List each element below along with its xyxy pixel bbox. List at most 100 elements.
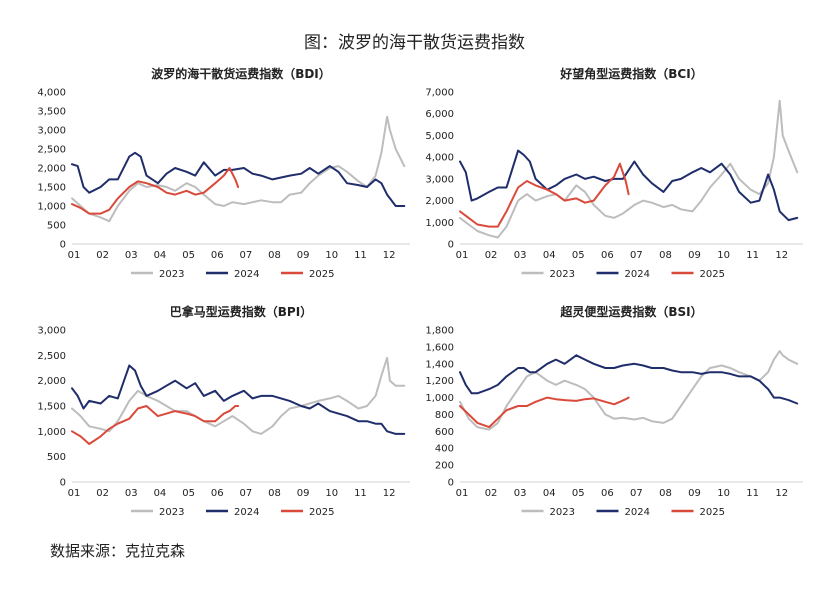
- chart-panel-bdi: 波罗的海干散货运费指数（BDI） 0 500 1,000 1,500 2,000 2,500…: [30, 60, 415, 290]
- x-tick-label: 01: [68, 488, 81, 499]
- x-tick-label: 12: [775, 488, 788, 499]
- x-tick-label: 10: [717, 488, 730, 499]
- y-tick-label: 4,000: [37, 88, 66, 99]
- y-tick-label: 1,000: [425, 218, 454, 229]
- legend-label-2023: 2023: [159, 507, 184, 518]
- x-tick-label: 11: [354, 488, 367, 499]
- y-tick-label: 0: [60, 240, 66, 251]
- y-tick-label: 4,000: [425, 153, 454, 164]
- x-tick-label: 03: [514, 250, 527, 261]
- chart-title-bci: 好望角型运费指数（BCI）: [559, 66, 702, 81]
- legend-label-2024: 2024: [234, 269, 259, 280]
- legend-label-2025: 2025: [309, 269, 334, 280]
- x-tick-label: 09: [688, 488, 701, 499]
- x-tick-label: 02: [485, 250, 498, 261]
- chart-title-bpi: 巴拿马型运费指数（BPI）: [170, 304, 312, 319]
- chart-title-bsi: 超灵便型运费指数（BSI）: [559, 304, 702, 319]
- y-tick-label: 500: [47, 221, 66, 232]
- y-tick-label: 1,600: [425, 342, 454, 353]
- y-tick-label: 0: [448, 478, 454, 489]
- x-tick-label: 04: [154, 488, 167, 499]
- x-tick-label: 09: [297, 250, 310, 261]
- x-tick-label: 01: [456, 488, 469, 499]
- y-tick-label: 2,000: [37, 164, 66, 175]
- legend-label-2025: 2025: [700, 269, 725, 280]
- y-tick-label: 3,000: [37, 126, 66, 137]
- series-line-2023: [71, 356, 406, 435]
- y-tick-label: 6,000: [425, 109, 454, 120]
- x-tick-label: 11: [746, 488, 759, 499]
- y-tick-label: 400: [435, 444, 454, 455]
- y-tick-label: 5,000: [425, 131, 454, 142]
- y-tick-label: 2,000: [425, 196, 454, 207]
- y-tick-label: 2,000: [37, 376, 66, 387]
- y-tick-label: 2,500: [37, 351, 66, 362]
- legend-label-2025: 2025: [700, 507, 725, 518]
- y-tick-label: 1,000: [37, 427, 66, 438]
- series-line-2023: [459, 350, 799, 431]
- series-line-2024: [71, 364, 406, 435]
- x-tick-label: 03: [125, 488, 138, 499]
- legend-label-2024: 2024: [625, 269, 650, 280]
- x-tick-label: 08: [268, 488, 281, 499]
- x-tick-label: 10: [325, 488, 338, 499]
- y-tick-label: 800: [435, 410, 454, 421]
- x-tick-label: 06: [601, 488, 614, 499]
- x-tick-label: 02: [96, 250, 109, 261]
- y-tick-label: 1,000: [425, 393, 454, 404]
- series-line-2024: [71, 151, 406, 207]
- legend-label-2025: 2025: [309, 507, 334, 518]
- y-tick-label: 200: [435, 461, 454, 472]
- x-tick-label: 08: [659, 488, 672, 499]
- series-line-2024: [459, 149, 799, 222]
- series-line-2023: [459, 99, 799, 239]
- x-tick-label: 10: [325, 250, 338, 261]
- source-note: 数据来源：克拉克森: [50, 542, 186, 560]
- x-tick-label: 02: [96, 488, 109, 499]
- y-tick-label: 3,000: [425, 174, 454, 185]
- y-tick-label: 1,500: [37, 183, 66, 194]
- x-tick-label: 05: [182, 250, 195, 261]
- x-tick-label: 11: [746, 250, 759, 261]
- y-tick-label: 0: [60, 478, 66, 489]
- x-tick-label: 05: [572, 488, 585, 499]
- y-tick-label: 600: [435, 427, 454, 438]
- x-tick-label: 11: [354, 250, 367, 261]
- x-tick-label: 10: [717, 250, 730, 261]
- x-tick-label: 03: [125, 250, 138, 261]
- y-tick-label: 0: [448, 240, 454, 251]
- chart-bdi: 波罗的海干散货运费指数（BDI） 0 500 1,000 1,500 2,000 2,500…: [37, 66, 410, 280]
- y-tick-label: 1,000: [37, 202, 66, 213]
- series-line-2024: [459, 354, 799, 405]
- y-tick-label: 2,500: [37, 145, 66, 156]
- x-tick-label: 12: [775, 250, 788, 261]
- x-tick-label: 07: [630, 250, 643, 261]
- chart-bci: 好望角型运费指数（BCI） 0 1,000 2,000 3,000 4,000 5,000 6…: [425, 66, 803, 280]
- x-tick-label: 06: [211, 250, 224, 261]
- x-tick-label: 04: [543, 488, 556, 499]
- x-tick-label: 09: [297, 488, 310, 499]
- legend-label-2023: 2023: [550, 507, 575, 518]
- chart-panel-bpi: 巴拿马型运费指数（BPI） 0 500 1,000 1,500 2,000 2,500 3,0…: [30, 298, 415, 528]
- y-tick-label: 3,500: [37, 107, 66, 118]
- x-tick-label: 08: [268, 250, 281, 261]
- chart-bsi: 超灵便型运费指数（BSI） 0 200 400 600 800 1,000 1,200 1,40…: [425, 304, 803, 518]
- y-tick-label: 7,000: [425, 88, 454, 99]
- chart-panel-bsi: 超灵便型运费指数（BSI） 0 200 400 600 800 1,000 1,200 1,40…: [418, 298, 808, 528]
- x-tick-label: 08: [659, 250, 672, 261]
- x-tick-label: 12: [383, 250, 396, 261]
- y-tick-label: 3,000: [37, 326, 66, 337]
- series-line-2025: [71, 167, 240, 215]
- chart-bpi: 巴拿马型运费指数（BPI） 0 500 1,000 1,500 2,000 2,500 3,0…: [37, 304, 410, 518]
- x-tick-label: 02: [485, 488, 498, 499]
- x-tick-label: 01: [68, 250, 81, 261]
- x-tick-label: 07: [239, 250, 252, 261]
- y-tick-label: 1,200: [425, 376, 454, 387]
- x-tick-label: 05: [182, 488, 195, 499]
- y-tick-label: 1,500: [37, 402, 66, 413]
- x-tick-label: 01: [456, 250, 469, 261]
- legend-label-2023: 2023: [159, 269, 184, 280]
- x-tick-label: 04: [154, 250, 167, 261]
- x-tick-label: 04: [543, 250, 556, 261]
- x-tick-label: 03: [514, 488, 527, 499]
